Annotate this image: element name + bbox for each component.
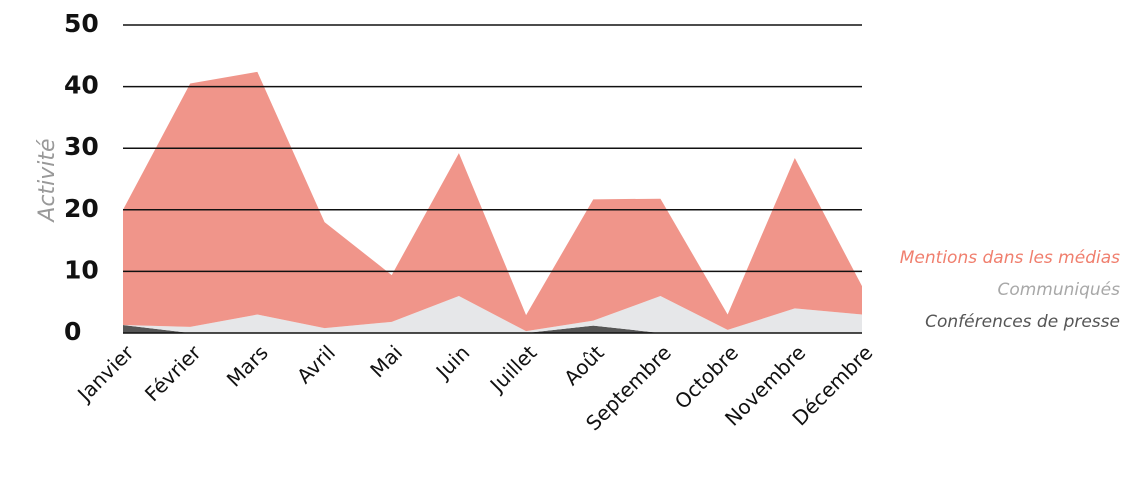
legend-entry: Communiqués	[997, 280, 1120, 300]
y-tick-label: 0	[64, 317, 81, 346]
y-tick-label: 30	[64, 132, 99, 161]
y-tick-label: 40	[64, 71, 99, 100]
x-tick-label: Juin	[430, 340, 474, 384]
x-tick-label: Janvier	[71, 340, 139, 408]
legend-entry: Mentions dans les médias	[900, 248, 1120, 268]
area	[123, 296, 862, 333]
x-tick-label: Juillet	[484, 340, 542, 398]
area	[123, 71, 862, 332]
y-tick-label: 10	[64, 255, 99, 284]
x-tick-label: Mai	[365, 340, 407, 382]
y-tick-label: 20	[64, 194, 99, 223]
y-axis-label: Activité	[35, 138, 60, 223]
x-tick-label: Avril	[292, 340, 340, 388]
x-tick-label: Mars	[222, 340, 273, 391]
x-tick-label: Août	[559, 340, 609, 390]
legend-entry: Conférences de presse	[925, 312, 1120, 332]
x-tick-label: Février	[140, 340, 206, 406]
y-tick-label: 50	[64, 9, 99, 38]
